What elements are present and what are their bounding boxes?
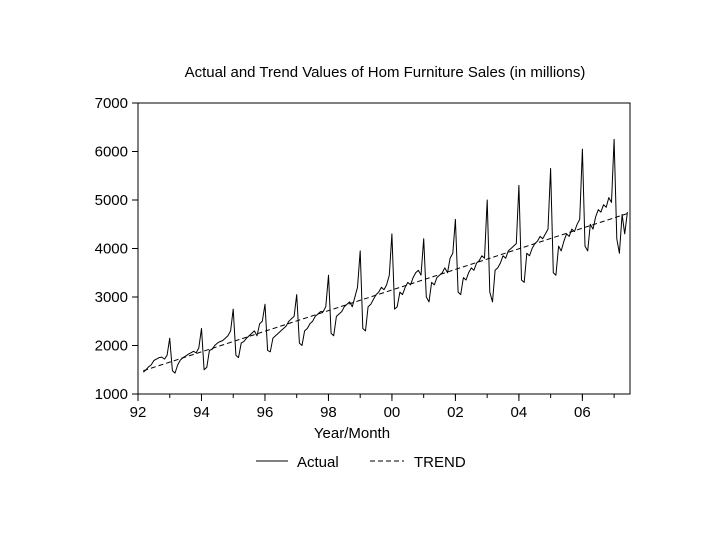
x-axis: 92 94 96 98 00 02 04 06 xyxy=(130,394,615,421)
legend: Actual TREND xyxy=(256,454,466,471)
y-tick-label: 6000 xyxy=(95,144,128,161)
plot-series xyxy=(142,138,628,374)
y-tick-label: 5000 xyxy=(95,192,128,209)
x-tick-label: 06 xyxy=(574,404,591,421)
y-tick-label: 3000 xyxy=(95,289,128,306)
y-tick-label: 7000 xyxy=(95,95,128,112)
x-tick-label: 96 xyxy=(257,404,274,421)
series-trend-line xyxy=(143,213,628,372)
x-tick-label: 92 xyxy=(130,404,147,421)
legend-label-actual: Actual xyxy=(297,454,339,471)
y-tick-label: 4000 xyxy=(95,241,128,258)
y-axis: 1000 2000 3000 4000 5000 6000 7000 xyxy=(95,95,138,403)
legend-label-trend: TREND xyxy=(414,454,466,471)
x-tick-label: 02 xyxy=(447,404,464,421)
x-tick-label: 00 xyxy=(384,404,401,421)
series-actual-line xyxy=(142,138,628,374)
x-axis-label: Year/Month xyxy=(314,425,390,442)
plot-frame xyxy=(137,102,631,395)
x-tick-label: 94 xyxy=(193,404,210,421)
x-tick-label: 98 xyxy=(320,404,337,421)
y-tick-label: 2000 xyxy=(95,338,128,355)
y-tick-label: 1000 xyxy=(95,386,128,403)
x-tick-label: 04 xyxy=(511,404,528,421)
chart-title: Actual and Trend Values of Hom Furniture… xyxy=(185,64,586,81)
